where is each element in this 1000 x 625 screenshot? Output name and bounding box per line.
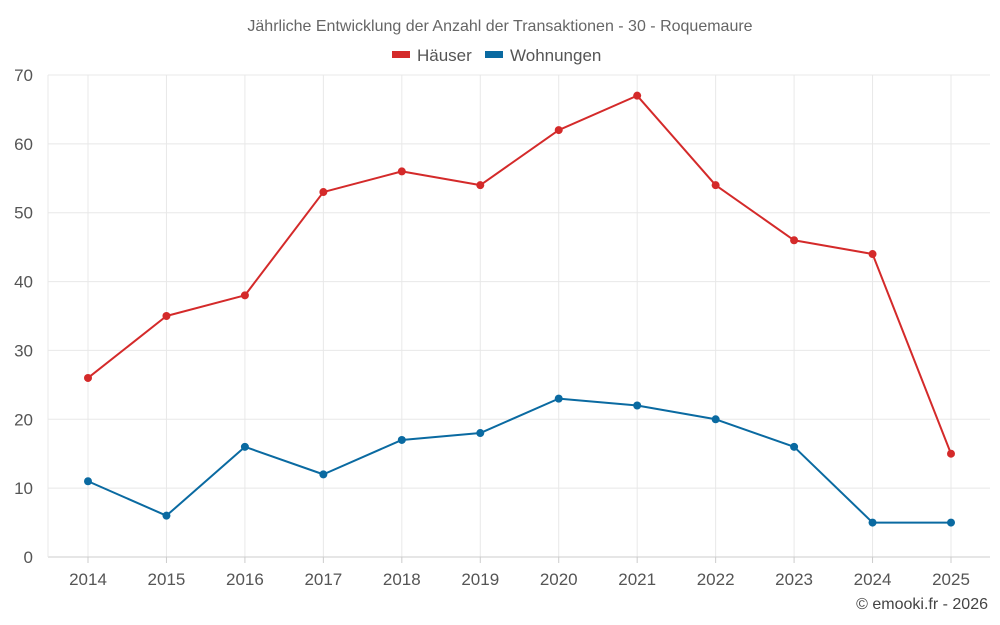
x-tick-label-2025: 2025 xyxy=(932,570,970,589)
y-tick-label-0: 0 xyxy=(24,548,33,567)
point-haeuser-2014[interactable] xyxy=(84,373,92,382)
y-tick-label-20: 20 xyxy=(14,410,33,429)
point-haeuser-2022[interactable] xyxy=(711,181,720,190)
x-tick-label-2015: 2015 xyxy=(148,570,186,589)
point-haeuser-2018[interactable] xyxy=(397,167,406,176)
point-haeuser-2024[interactable] xyxy=(868,250,877,259)
y-tick-label-60: 60 xyxy=(14,135,33,154)
x-tick-label-2024: 2024 xyxy=(854,570,892,589)
point-haeuser-2019[interactable] xyxy=(476,181,485,190)
point-haeuser-2021[interactable] xyxy=(633,91,642,100)
chart-title: Jährliche Entwicklung der Anzahl der Tra… xyxy=(247,18,752,35)
x-tick-label-2019: 2019 xyxy=(461,570,499,589)
point-wohnungen-2017[interactable] xyxy=(319,470,328,479)
point-wohnungen-2015[interactable] xyxy=(162,511,171,520)
y-tick-label-10: 10 xyxy=(14,479,33,498)
point-wohnungen-2020[interactable] xyxy=(554,394,563,403)
point-wohnungen-2023[interactable] xyxy=(790,442,799,451)
axes: 0 10 20 30 40 50 60 70 2014 2015 2016 2017 2018 2019 2… xyxy=(14,66,990,589)
y-tick-label-40: 40 xyxy=(14,273,33,292)
x-tick-label-2021: 2021 xyxy=(618,570,656,589)
x-tick-label-2014: 2014 xyxy=(69,570,107,589)
series-haeuser xyxy=(84,91,955,458)
x-tick-label-2018: 2018 xyxy=(383,570,421,589)
credit-text: © emooki.fr - 2026 xyxy=(856,596,988,613)
legend-swatch-wohnungen[interactable] xyxy=(485,51,503,58)
point-wohnungen-2021[interactable] xyxy=(633,401,642,410)
grid xyxy=(48,74,990,557)
point-wohnungen-2014[interactable] xyxy=(84,477,92,486)
series xyxy=(84,91,955,527)
x-tick-label-2017: 2017 xyxy=(304,570,342,589)
legend-label-wohnungen[interactable]: Wohnungen xyxy=(510,46,601,65)
y-tick-label-30: 30 xyxy=(14,341,33,360)
point-wohnungen-2016[interactable] xyxy=(240,442,249,451)
point-haeuser-2025[interactable] xyxy=(947,449,955,458)
legend-swatch-haeuser[interactable] xyxy=(392,51,410,58)
series-line-wohnungen xyxy=(87,397,951,524)
point-wohnungen-2025[interactable] xyxy=(947,518,955,527)
x-tick-label-2022: 2022 xyxy=(697,570,735,589)
point-haeuser-2020[interactable] xyxy=(554,126,563,135)
point-wohnungen-2022[interactable] xyxy=(711,415,720,424)
legend-label-haeuser[interactable]: Häuser xyxy=(417,46,472,65)
series-wohnungen xyxy=(84,394,955,527)
point-wohnungen-2019[interactable] xyxy=(476,429,485,438)
y-tick-label-70: 70 xyxy=(14,66,33,85)
point-wohnungen-2018[interactable] xyxy=(397,435,406,444)
x-tick-label-2023: 2023 xyxy=(775,570,813,589)
point-haeuser-2016[interactable] xyxy=(240,291,249,300)
x-tick-label-2016: 2016 xyxy=(226,570,264,589)
x-tick-label-2020: 2020 xyxy=(540,570,578,589)
y-tick-label-50: 50 xyxy=(14,204,33,223)
legend: Häuser Wohnungen xyxy=(392,46,601,65)
point-haeuser-2023[interactable] xyxy=(790,236,799,245)
series-line-haeuser xyxy=(87,94,952,455)
point-wohnungen-2024[interactable] xyxy=(868,518,877,527)
point-haeuser-2017[interactable] xyxy=(319,188,328,197)
point-haeuser-2015[interactable] xyxy=(162,312,171,320)
